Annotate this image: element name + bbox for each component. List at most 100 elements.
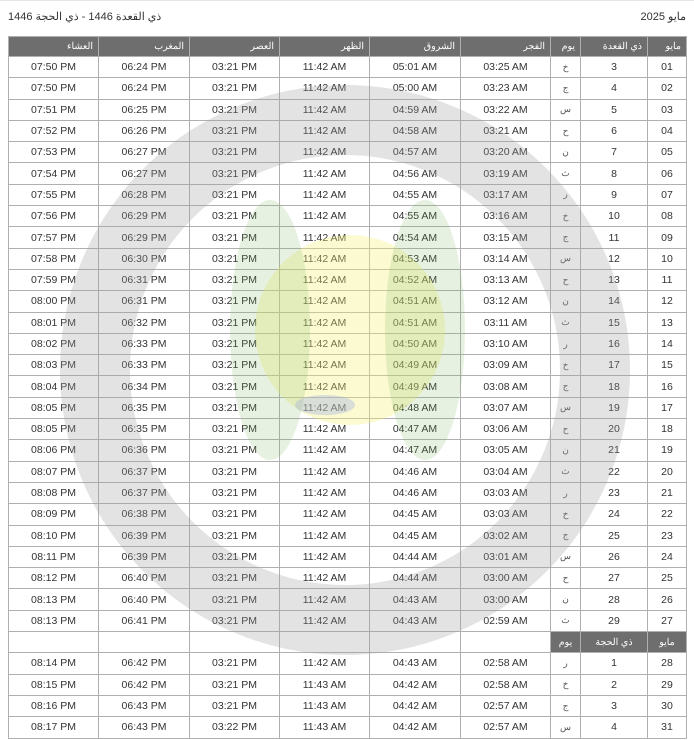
cell-gregorian-day: 08 [647,205,687,228]
cell-day: ر [550,332,581,356]
cell-isha: 07:58 PM [8,247,99,270]
cell-gregorian-day: 02 [647,77,687,100]
cell-dhuhr: 11:42 AM [279,481,370,505]
cell-isha: 08:09 PM [8,503,99,526]
cell-dhuhr: 11:42 AM [279,268,370,292]
cell-hijri-day: 27 [580,567,648,590]
cell-shuruq: 04:48 AM [369,396,461,420]
table-row: 07:58 PM 06:30 PM 03:21 PM 11:42 AM 04:53 AM… [8,247,687,270]
cell-day: ث [550,162,581,185]
empty-cell [369,631,461,654]
cell-dhuhr: 11:42 AM [279,545,370,569]
cell-shuruq: 04:57 AM [369,141,461,164]
cell-isha: 08:05 PM [8,396,99,420]
empty-cell [8,631,99,654]
cell-dhuhr: 11:42 AM [279,205,370,228]
cell-maghrib: 06:24 PM [98,55,190,79]
cell-hijri-day: 21 [580,439,648,462]
column-header-gregorian-day: مايو [647,36,687,57]
cell-fajr: 03:08 AM [460,375,551,398]
table-row: 07:50 PM 06:24 PM 03:21 PM 11:42 AM 05:01 AM… [8,55,687,79]
cell-day: خ [550,503,581,526]
cell-dhuhr: 11:42 AM [279,503,370,526]
cell-shuruq: 04:44 AM [369,545,461,569]
cell-shuruq: 04:45 AM [369,503,461,526]
cell-gregorian-day: 19 [647,439,687,462]
cell-hijri-day: 14 [580,290,648,313]
cell-asr: 03:21 PM [189,119,280,143]
table-row: 08:03 PM 06:33 PM 03:21 PM 11:42 AM 04:49 AM… [8,354,687,377]
cell-fajr: 03:03 AM [460,503,551,526]
cell-shuruq: 04:55 AM [369,183,461,207]
table-row: 08:05 PM 06:35 PM 03:21 PM 11:42 AM 04:47 AM… [8,418,687,441]
top-divider [0,0,694,1]
cell-day: ن [550,290,581,313]
cell-hijri-day: 8 [580,162,648,185]
cell-day: ج [550,77,581,100]
cell-shuruq: 04:43 AM [369,588,461,611]
cell-dhuhr: 11:42 AM [279,588,370,611]
cell-isha: 08:06 PM [8,439,99,462]
cell-fajr: 03:17 AM [460,183,551,207]
cell-dhuhr: 11:42 AM [279,652,370,675]
cell-shuruq: 04:50 AM [369,332,461,356]
cell-dhuhr: 11:42 AM [279,354,370,377]
cell-day: س [550,545,581,569]
cell-isha: 07:54 PM [8,162,99,185]
cell-asr: 03:21 PM [189,567,280,590]
cell-asr: 03:21 PM [189,226,280,249]
cell-fajr: 02:57 AM [460,694,551,718]
cell-fajr: 03:13 AM [460,268,551,292]
cell-fajr: 03:22 AM [460,98,551,121]
table-row: 08:15 PM 06:42 PM 03:21 PM 11:43 AM 04:42 AM… [8,673,687,696]
cell-shuruq: 04:49 AM [369,375,461,398]
column-header-shuruq: الشروق [369,36,461,57]
cell-day: ر [550,183,581,207]
cell-day: ج [550,694,581,718]
cell-dhuhr: 11:42 AM [279,247,370,270]
cell-day: ث [550,311,581,334]
cell-dhuhr: 11:43 AM [279,716,370,739]
cell-asr: 03:21 PM [189,396,280,420]
cell-fajr: 03:12 AM [460,290,551,313]
cell-shuruq: 04:42 AM [369,716,461,739]
cell-asr: 03:21 PM [189,439,280,462]
table-row: 07:51 PM 06:25 PM 03:21 PM 11:42 AM 04:59 AM… [8,98,687,121]
cell-fajr: 03:06 AM [460,418,551,441]
cell-dhuhr: 11:42 AM [279,119,370,143]
cell-asr: 03:21 PM [189,545,280,569]
cell-dhuhr: 11:42 AM [279,418,370,441]
cell-shuruq: 04:43 AM [369,609,461,633]
cell-maghrib: 06:42 PM [98,652,190,675]
cell-dhuhr: 11:43 AM [279,694,370,718]
cell-dhuhr: 11:42 AM [279,460,370,483]
cell-day: س [550,247,581,270]
cell-gregorian-day: 04 [647,119,687,143]
cell-hijri-day: 5 [580,98,648,121]
cell-maghrib: 06:36 PM [98,439,190,462]
cell-day: ن [550,588,581,611]
cell-gregorian-day: 26 [647,588,687,611]
cell-asr: 03:21 PM [189,77,280,100]
cell-gregorian-day: 30 [647,694,687,718]
cell-gregorian-day: 01 [647,55,687,79]
cell-fajr: 03:25 AM [460,55,551,79]
cell-isha: 08:10 PM [8,524,99,547]
cell-maghrib: 06:28 PM [98,183,190,207]
cell-hijri-day: 23 [580,481,648,505]
cell-gregorian-day: 16 [647,375,687,398]
table-row: 08:00 PM 06:31 PM 03:21 PM 11:42 AM 04:51 AM… [8,290,687,313]
cell-shuruq: 04:46 AM [369,460,461,483]
cell-dhuhr: 11:42 AM [279,141,370,164]
cell-shuruq: 04:47 AM [369,439,461,462]
cell-maghrib: 06:43 PM [98,716,190,739]
cell-asr: 03:21 PM [189,588,280,611]
cell-hijri-day: 7 [580,141,648,164]
prayer-times-table: العشاء المغرب العصر الظهر الشروق الفجر يوم ذي ا… [8,36,687,739]
cell-gregorian-day: 07 [647,183,687,207]
cell-dhuhr: 11:42 AM [279,375,370,398]
table-row: 08:04 PM 06:34 PM 03:21 PM 11:42 AM 04:49 AM… [8,375,687,398]
cell-isha: 08:02 PM [8,332,99,356]
cell-hijri-day: 11 [580,226,648,249]
cell-asr: 03:21 PM [189,418,280,441]
